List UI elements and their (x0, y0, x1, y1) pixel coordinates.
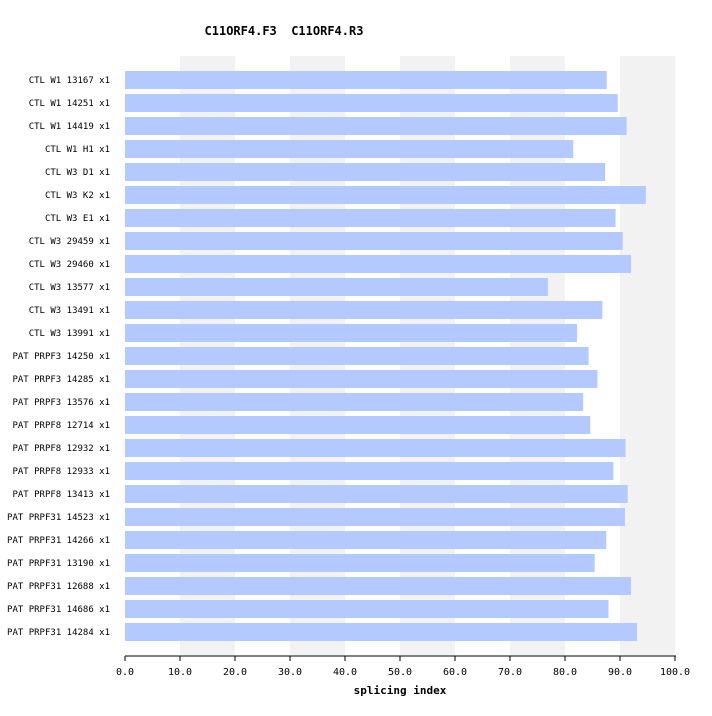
category-label: CTL W3 E1 x1 (45, 214, 110, 224)
category-label: CTL W1 14251 x1 (29, 99, 110, 109)
category-label: CTL W3 13991 x1 (29, 329, 110, 339)
category-label: CTL W3 29459 x1 (29, 237, 110, 247)
x-axis: 0.0 10.0 20.0 30.0 40.0 50.0 60.0 70.0 80.0 90.0 1… (116, 655, 690, 678)
x-tick-label: 10.0 (168, 667, 192, 678)
x-tick-label: 20.0 (223, 667, 247, 678)
x-tick-label: 0.0 (116, 667, 134, 678)
bar (125, 577, 631, 595)
bar (125, 370, 598, 388)
x-axis-title: splicing index (354, 684, 447, 697)
category-label: PAT PRPF31 12688 x1 (7, 582, 110, 592)
category-label: PAT PRPF3 14250 x1 (12, 352, 110, 362)
bar (125, 600, 609, 618)
x-tick-label: 80.0 (553, 667, 577, 678)
bar (125, 255, 631, 273)
bars (125, 71, 646, 641)
category-label: PAT PRPF3 13576 x1 (12, 398, 110, 408)
bar (125, 209, 616, 227)
bar (125, 117, 627, 135)
x-tick-label: 50.0 (388, 667, 412, 678)
bar (125, 439, 626, 457)
x-tick-label: 90.0 (608, 667, 632, 678)
bar (125, 416, 591, 434)
category-label: CTL W3 13491 x1 (29, 306, 110, 316)
bar (125, 531, 607, 549)
category-label: PAT PRPF8 13413 x1 (12, 490, 110, 500)
category-label: PAT PRPF8 12714 x1 (12, 421, 110, 431)
grid-band (620, 56, 675, 655)
category-label: PAT PRPF31 14686 x1 (7, 605, 110, 615)
bar (125, 347, 589, 365)
chart-title: C11ORF4.F3 C11ORF4.R3 (204, 24, 364, 38)
bar (125, 140, 574, 158)
bar (125, 71, 607, 89)
bar (125, 232, 623, 250)
bar (125, 301, 603, 319)
bar (125, 324, 578, 342)
category-label: CTL W3 29460 x1 (29, 260, 110, 270)
bar (125, 186, 646, 204)
bar (125, 462, 614, 480)
category-label: PAT PRPF8 12932 x1 (12, 444, 110, 454)
category-label: PAT PRPF3 14285 x1 (12, 375, 110, 385)
category-label: CTL W3 D1 x1 (45, 168, 110, 178)
bar (125, 554, 595, 572)
category-label: PAT PRPF31 13190 x1 (7, 559, 110, 569)
bar (125, 508, 625, 526)
x-tick-label: 40.0 (333, 667, 357, 678)
x-tick-label: 100.0 (660, 667, 690, 678)
bar (125, 393, 584, 411)
bar (125, 623, 638, 641)
category-label: PAT PRPF31 14523 x1 (7, 513, 110, 523)
category-label: CTL W1 H1 x1 (45, 145, 110, 155)
category-label: CTL W3 13577 x1 (29, 283, 110, 293)
x-tick-label: 70.0 (498, 667, 522, 678)
bar (125, 163, 606, 181)
bar (125, 278, 548, 296)
bar (125, 94, 618, 112)
bar (125, 485, 628, 503)
category-label: CTL W1 13167 x1 (29, 76, 110, 86)
category-label: CTL W1 14419 x1 (29, 122, 110, 132)
category-label: PAT PRPF31 14266 x1 (7, 536, 110, 546)
category-label: PAT PRPF31 14284 x1 (7, 628, 110, 638)
x-tick-label: 60.0 (443, 667, 467, 678)
x-tick-label: 30.0 (278, 667, 302, 678)
category-labels: CTL W1 13167 x1 CTL W1 14251 x1 CTL W1 144… (7, 76, 110, 638)
category-label: PAT PRPF8 12933 x1 (12, 467, 110, 477)
category-label: CTL W3 K2 x1 (45, 191, 110, 201)
